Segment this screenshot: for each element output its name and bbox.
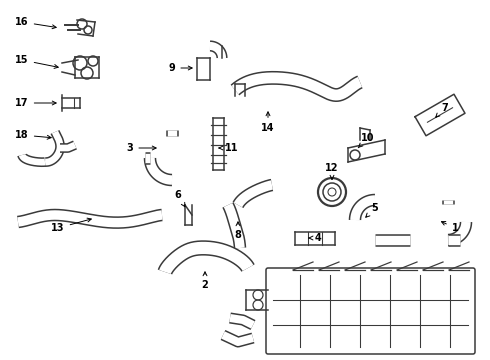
Text: 15: 15 [15,55,58,68]
Text: 13: 13 [51,218,91,233]
Text: 7: 7 [436,103,448,117]
Text: 9: 9 [169,63,192,73]
Text: 10: 10 [358,133,375,148]
Text: 3: 3 [126,143,156,153]
Text: 17: 17 [15,98,56,108]
Text: 4: 4 [309,233,321,243]
Text: 1: 1 [441,221,458,233]
Text: 2: 2 [201,272,208,290]
Text: 14: 14 [261,112,275,133]
Text: 5: 5 [366,203,378,217]
Text: 6: 6 [174,190,185,207]
Text: 18: 18 [15,130,51,140]
FancyBboxPatch shape [266,268,475,354]
Text: 12: 12 [325,163,339,179]
Text: 16: 16 [15,17,56,29]
Text: 8: 8 [235,222,242,240]
Text: 11: 11 [219,143,239,153]
